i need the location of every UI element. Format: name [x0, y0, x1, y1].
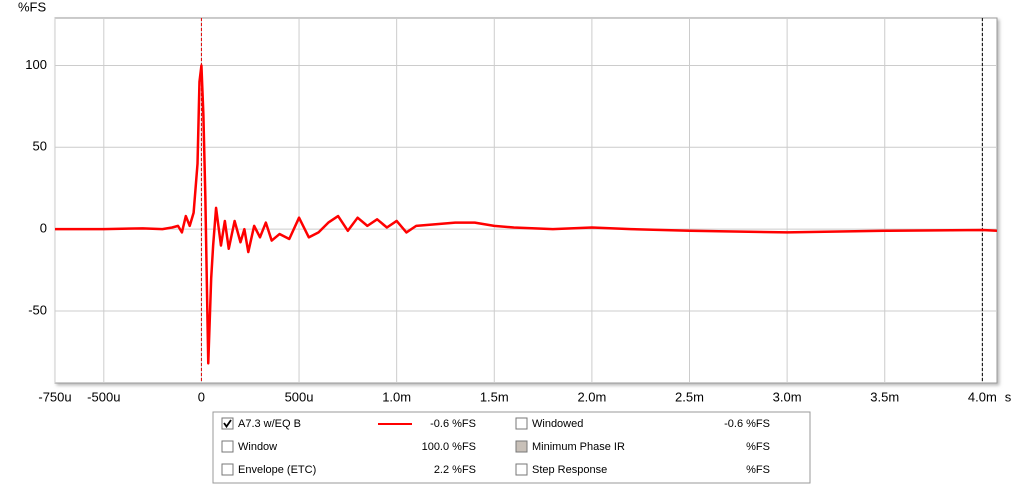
checkbox[interactable] — [515, 440, 528, 453]
x-tick-label: 0 — [198, 389, 205, 404]
checkbox[interactable] — [515, 463, 528, 476]
legend-panel — [212, 411, 811, 484]
checkbox[interactable] — [221, 440, 234, 453]
item-label: Window — [238, 441, 277, 453]
item-label: Minimum Phase IR — [532, 441, 625, 453]
y-tick-label: -50 — [28, 302, 47, 317]
x-unit: s — [1005, 389, 1012, 404]
x-tick-label: 3.5m — [870, 389, 899, 404]
y-axis-title: %FS — [18, 0, 47, 14]
y-tick-label: 100 — [25, 57, 47, 72]
plot-area — [54, 17, 998, 384]
item-label: Envelope (ETC) — [238, 464, 316, 476]
x-tick-label: 2.0m — [577, 389, 606, 404]
item-label: A7.3 w/EQ B — [238, 418, 301, 430]
series-line — [55, 64, 998, 365]
y-tick-label: 0 — [40, 221, 47, 236]
item-readout: 100.0 %FS — [422, 441, 476, 453]
x-tick-label: 3.0m — [773, 389, 802, 404]
item-label: Windowed — [532, 418, 583, 430]
item-readout: %FS — [746, 441, 770, 453]
x-tick-label: 2.5m — [675, 389, 704, 404]
x-tick-label: -500u — [87, 389, 120, 404]
item-readout: %FS — [746, 464, 770, 476]
item-readout: -0.6 %FS — [724, 418, 770, 430]
item-readout: 2.2 %FS — [434, 464, 476, 476]
checkbox[interactable] — [515, 417, 528, 430]
x-tick-label: 1.0m — [382, 389, 411, 404]
x-tick-label: -750u — [38, 389, 71, 404]
plot — [54, 18, 998, 383]
item-readout: -0.6 %FS — [430, 418, 476, 430]
x-tick-label: 500u — [285, 389, 314, 404]
checkbox[interactable] — [221, 463, 234, 476]
panel-items: A7.3 w/EQ B -0.6 %FS Window 100.0 %FS Envelo… — [221, 417, 770, 476]
x-tick-label: 4.0m — [968, 389, 997, 404]
item-label: Step Response — [532, 464, 607, 476]
x-tick-label: 1.5m — [480, 389, 509, 404]
checkmark — [223, 419, 232, 429]
y-tick-label: 50 — [33, 139, 47, 154]
